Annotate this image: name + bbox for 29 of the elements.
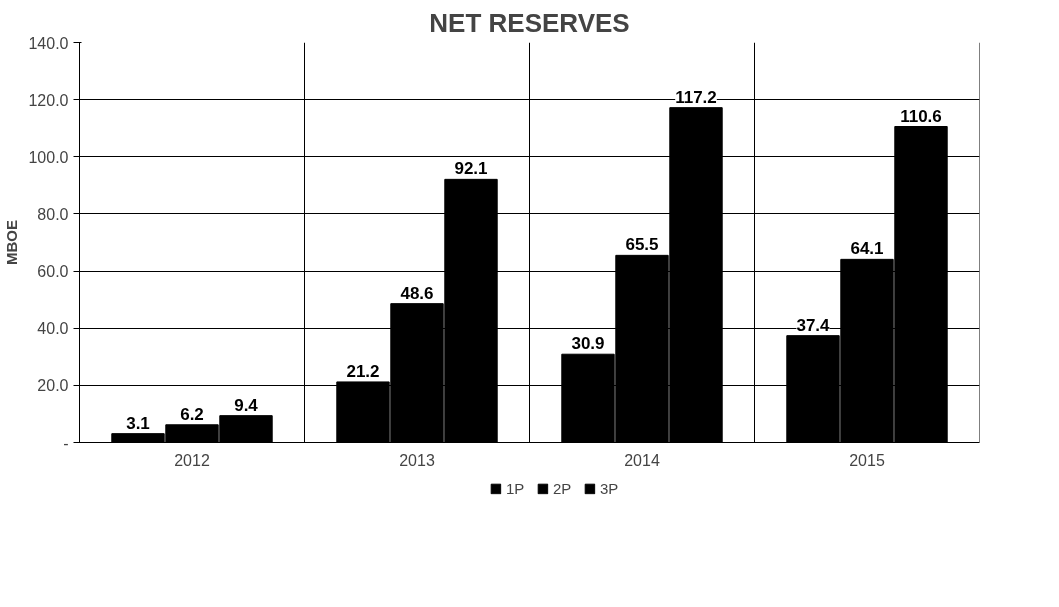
data-label: 21.2 bbox=[346, 361, 380, 381]
x-tick-label: 2012 bbox=[174, 451, 210, 469]
data-label: 3.1 bbox=[126, 413, 150, 433]
data-label: 117.2 bbox=[675, 87, 717, 107]
data-label: 6.2 bbox=[180, 404, 204, 424]
legend-label: 3P bbox=[600, 479, 620, 497]
data-label: 92.1 bbox=[454, 159, 488, 179]
y-tick-label: 120.0 bbox=[28, 91, 69, 109]
y-tick-label: 100.0 bbox=[28, 148, 69, 166]
y-tick-label: 40.0 bbox=[37, 320, 69, 338]
y-tick-label: 80.0 bbox=[37, 205, 69, 223]
legend-label: 2P bbox=[553, 479, 573, 497]
y-tick-label: - bbox=[63, 434, 69, 452]
data-label: 9.4 bbox=[234, 395, 259, 415]
y-axis-title: MBOE bbox=[3, 220, 21, 265]
data-label: 30.9 bbox=[571, 334, 605, 354]
data-label: 110.6 bbox=[900, 106, 942, 126]
x-tick-label: 2014 bbox=[624, 451, 660, 469]
y-tick-label: 140.0 bbox=[28, 34, 69, 52]
data-label: 48.6 bbox=[400, 283, 434, 303]
x-tick-label: 2013 bbox=[399, 451, 435, 469]
y-tick-label: 20.0 bbox=[37, 377, 69, 395]
chart-title: NET RESERVES bbox=[429, 7, 630, 38]
data-label: 37.4 bbox=[796, 315, 831, 335]
data-label: 64.1 bbox=[850, 239, 884, 259]
y-tick-label: 60.0 bbox=[37, 263, 69, 281]
legend-label: 1P bbox=[506, 479, 526, 497]
x-tick-label: 2015 bbox=[849, 451, 885, 469]
data-label: 65.5 bbox=[625, 235, 659, 255]
